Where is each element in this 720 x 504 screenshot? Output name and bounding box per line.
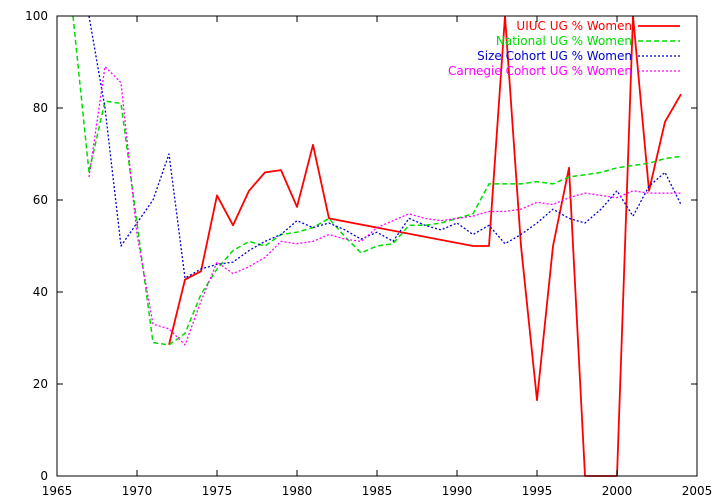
y-tick-label: 100 bbox=[25, 9, 48, 23]
legend-label: Carnegie Cohort UG % Women bbox=[448, 64, 632, 78]
series-line-0 bbox=[168, 16, 682, 477]
legend-label: UIUC UG % Women bbox=[516, 19, 632, 33]
x-tick-label: 1985 bbox=[362, 484, 393, 498]
x-tick-label: 1980 bbox=[282, 484, 313, 498]
series-line-2 bbox=[88, 16, 682, 279]
x-tick-label: 1970 bbox=[122, 484, 153, 498]
axis-ticks: 1965 1970 1975 1980 1985 1990 1995 2000 2005 0 20 4… bbox=[25, 9, 712, 498]
x-tick-label: 2005 bbox=[682, 484, 713, 498]
series-line-3 bbox=[88, 65, 681, 346]
y-tick-label: 0 bbox=[40, 469, 48, 483]
legend-label: Size Cohort UG % Women bbox=[477, 49, 632, 63]
series-layer bbox=[72, 16, 682, 477]
legend-label: National UG % Women bbox=[496, 34, 632, 48]
x-tick-label: 2000 bbox=[602, 484, 633, 498]
y-tick-label: 40 bbox=[33, 285, 48, 299]
x-tick-label: 1995 bbox=[522, 484, 553, 498]
plot-frame bbox=[56, 15, 698, 477]
x-tick-label: 1990 bbox=[442, 484, 473, 498]
x-tick-label: 1965 bbox=[42, 484, 73, 498]
y-tick-label: 60 bbox=[33, 193, 48, 207]
x-tick-label: 1975 bbox=[202, 484, 233, 498]
y-tick-label: 80 bbox=[33, 101, 48, 115]
y-tick-label: 20 bbox=[33, 377, 48, 391]
